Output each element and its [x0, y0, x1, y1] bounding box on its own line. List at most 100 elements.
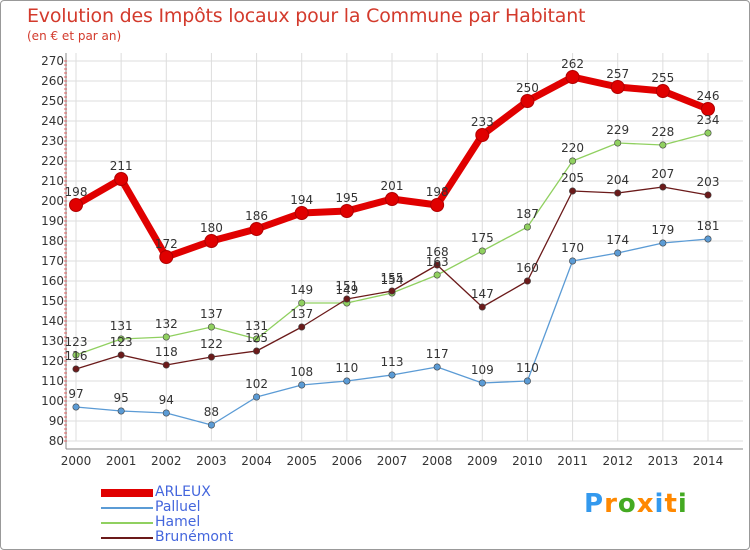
- data-label: 179: [651, 223, 674, 237]
- y-tick-label: 210: [41, 174, 64, 188]
- data-label: 205: [561, 171, 584, 185]
- logo-letter: t: [664, 489, 678, 519]
- y-tick-label: 200: [41, 194, 64, 208]
- data-point: [207, 421, 215, 429]
- data-point: [117, 351, 125, 359]
- data-label: 163: [426, 255, 449, 269]
- data-label: 109: [471, 363, 494, 377]
- data-point: [523, 377, 531, 385]
- y-tick-label: 230: [41, 134, 64, 148]
- data-point: [475, 128, 490, 142]
- x-tick-label: 2012: [602, 454, 633, 468]
- data-label: 88: [204, 405, 219, 419]
- y-tick-label: 160: [41, 274, 64, 288]
- data-label: 201: [381, 179, 404, 193]
- data-label: 154: [381, 273, 404, 287]
- data-point: [569, 187, 577, 195]
- y-tick-label: 240: [41, 114, 64, 128]
- logo-letter: i: [654, 489, 665, 519]
- data-label: 147: [471, 287, 494, 301]
- logo-letter: i: [677, 489, 688, 519]
- data-label: 174: [606, 233, 629, 247]
- data-label: 257: [606, 67, 629, 81]
- data-point: [569, 157, 577, 165]
- data-point: [385, 192, 399, 206]
- data-label: 149: [335, 283, 358, 297]
- legend-label: Palluel: [155, 499, 201, 515]
- data-label: 131: [110, 319, 133, 333]
- data-point: [159, 250, 174, 264]
- data-point: [614, 139, 622, 147]
- data-point: [614, 249, 622, 257]
- data-point: [204, 234, 219, 248]
- x-tick-label: 2008: [422, 454, 453, 468]
- y-tick-label: 170: [41, 254, 64, 268]
- data-label: 102: [245, 377, 268, 391]
- data-point: [704, 129, 712, 137]
- data-label: 234: [697, 113, 720, 127]
- data-label: 233: [471, 115, 494, 129]
- data-point: [253, 393, 261, 401]
- proxiti-logo: Proxiti: [584, 489, 688, 519]
- data-point: [659, 183, 667, 191]
- data-label: 117: [426, 347, 449, 361]
- data-label: 198: [426, 185, 449, 199]
- data-point: [117, 335, 125, 343]
- data-point: [388, 371, 396, 379]
- y-tick-label: 220: [41, 154, 64, 168]
- data-label: 113: [381, 355, 404, 369]
- data-point: [69, 198, 83, 212]
- data-point: [343, 295, 351, 303]
- data-point: [162, 333, 170, 341]
- data-point: [523, 277, 531, 285]
- data-point: [72, 351, 80, 359]
- data-point: [433, 271, 441, 279]
- data-point: [114, 172, 129, 186]
- data-label: 204: [606, 173, 629, 187]
- data-point: [520, 94, 535, 108]
- data-label: 181: [697, 219, 720, 233]
- data-point: [659, 239, 667, 247]
- data-label: 95: [114, 391, 129, 405]
- data-point: [701, 102, 715, 116]
- data-point: [117, 407, 125, 415]
- data-point: [478, 303, 486, 311]
- y-tick-label: 120: [41, 354, 64, 368]
- y-tick-label: 150: [41, 294, 64, 308]
- data-label: 262: [561, 57, 584, 71]
- data-point: [253, 347, 261, 355]
- data-label: 132: [155, 317, 178, 331]
- data-label: 220: [561, 141, 584, 155]
- data-point: [478, 247, 486, 255]
- data-point: [569, 257, 577, 265]
- data-label: 110: [516, 361, 539, 375]
- data-label: 172: [155, 237, 178, 251]
- legend-swatch: [101, 489, 153, 497]
- data-point: [298, 299, 306, 307]
- x-tick-label: 2004: [241, 454, 272, 468]
- data-point: [565, 70, 580, 84]
- data-label: 118: [155, 345, 178, 359]
- data-label: 131: [245, 319, 268, 333]
- y-tick-label: 110: [41, 374, 64, 388]
- data-point: [253, 335, 261, 343]
- y-tick-label: 270: [41, 54, 64, 68]
- chart-title: Evolution des Impôts locaux pour la Comm…: [27, 5, 586, 27]
- logo-letter: o: [617, 489, 637, 519]
- data-point: [72, 365, 80, 373]
- data-point: [704, 191, 712, 199]
- x-tick-label: 2007: [377, 454, 408, 468]
- y-tick-label: 90: [49, 414, 64, 428]
- data-label: 180: [200, 221, 223, 235]
- legend-label: Hamel: [155, 514, 201, 530]
- x-tick-label: 2013: [648, 454, 679, 468]
- data-label: 116: [65, 349, 88, 363]
- data-label: 229: [606, 123, 629, 137]
- data-label: 228: [651, 125, 674, 139]
- data-label: 108: [290, 365, 313, 379]
- data-label: 122: [200, 337, 223, 351]
- data-label: 187: [516, 207, 539, 221]
- chart-subtitle: (en € et par an): [27, 29, 122, 43]
- data-point: [388, 287, 396, 295]
